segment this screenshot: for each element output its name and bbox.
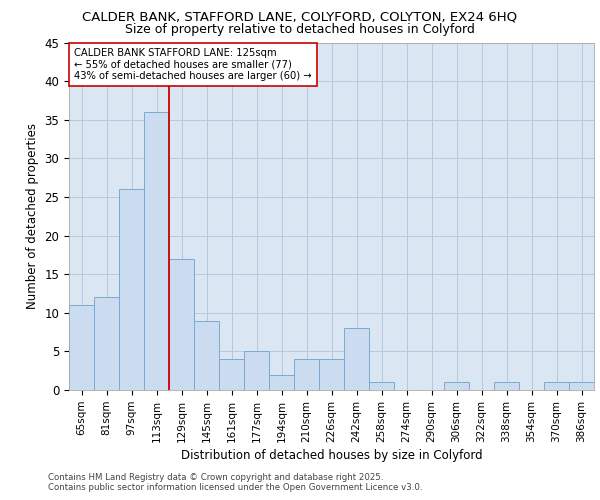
Bar (544, 382, 569, 390)
Bar (69, 305, 94, 390)
Bar (319, 359, 344, 390)
Bar (369, 382, 394, 390)
Bar (569, 382, 594, 390)
Text: CALDER BANK, STAFFORD LANE, COLYFORD, COLYTON, EX24 6HQ: CALDER BANK, STAFFORD LANE, COLYFORD, CO… (82, 11, 518, 24)
Bar (119, 189, 144, 390)
Bar (494, 382, 519, 390)
Bar (244, 352, 269, 390)
Bar (294, 359, 319, 390)
Y-axis label: Number of detached properties: Number of detached properties (26, 123, 39, 309)
Text: CALDER BANK STAFFORD LANE: 125sqm
← 55% of detached houses are smaller (77)
43% : CALDER BANK STAFFORD LANE: 125sqm ← 55% … (74, 48, 312, 81)
Bar (344, 328, 369, 390)
Bar (144, 112, 169, 390)
Bar (169, 258, 194, 390)
Bar (94, 298, 119, 390)
Bar (444, 382, 469, 390)
Bar (269, 374, 294, 390)
Bar (219, 359, 244, 390)
Bar (194, 320, 219, 390)
X-axis label: Distribution of detached houses by size in Colyford: Distribution of detached houses by size … (181, 449, 482, 462)
Text: Size of property relative to detached houses in Colyford: Size of property relative to detached ho… (125, 22, 475, 36)
Text: Contains HM Land Registry data © Crown copyright and database right 2025.
Contai: Contains HM Land Registry data © Crown c… (48, 473, 422, 492)
